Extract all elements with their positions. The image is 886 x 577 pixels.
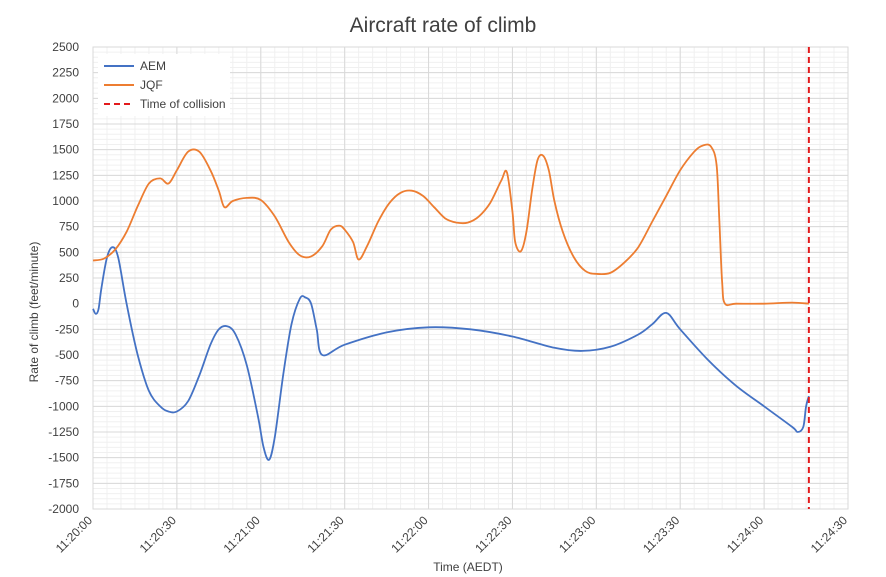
y-tick-label: 2250: [52, 66, 79, 80]
legend-label-jqf: JQF: [140, 78, 163, 92]
series-line-aem: [92, 246, 810, 461]
y-tick-label: -1000: [48, 399, 79, 413]
series-lines: [92, 143, 810, 461]
series-line-jqf: [92, 143, 809, 307]
legend: AEM JQF Time of collision: [98, 54, 230, 116]
y-tick-label: 500: [59, 245, 79, 259]
legend-label-aem: AEM: [140, 59, 166, 73]
y-tick-label: -1500: [48, 451, 79, 465]
y-tick-label: 2500: [52, 40, 79, 54]
y-tick-label: -1250: [48, 425, 79, 439]
y-axis-tick-labels: -2000 -1750 -1500 -1250 -1000 -750 -500 -250 0 25…: [48, 40, 79, 516]
y-tick-label: 750: [59, 220, 79, 234]
y-tick-label: 2000: [52, 91, 79, 105]
y-tick-label: -2000: [48, 502, 79, 516]
y-tick-label: 1500: [52, 143, 79, 157]
y-tick-label: 1000: [52, 194, 79, 208]
legend-label-time-of-collision: Time of collision: [140, 97, 226, 111]
y-tick-label: 1250: [52, 168, 79, 182]
y-tick-label: 1750: [52, 117, 79, 131]
y-axis-label: Rate of climb (feet/minute): [27, 242, 41, 383]
y-tick-label: 250: [59, 271, 79, 285]
y-tick-label: -500: [55, 348, 79, 362]
y-tick-label: -250: [55, 322, 79, 336]
y-tick-label: -1750: [48, 476, 79, 490]
y-tick-label: 0: [72, 297, 79, 311]
plot-area-border: [92, 46, 849, 510]
chart-title: Aircraft rate of climb: [350, 14, 537, 37]
x-axis-label: Time (AEDT): [433, 560, 503, 574]
y-tick-label: -750: [55, 374, 79, 388]
